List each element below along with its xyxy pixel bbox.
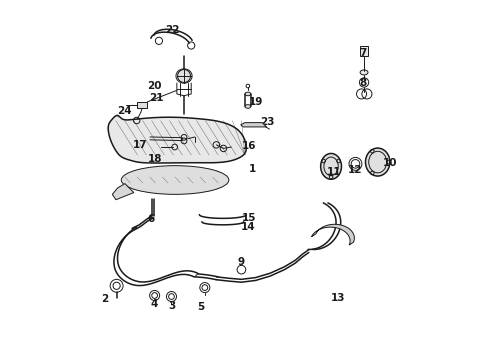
FancyBboxPatch shape bbox=[137, 102, 147, 108]
Text: 12: 12 bbox=[348, 165, 363, 175]
Text: 22: 22 bbox=[165, 25, 180, 35]
Ellipse shape bbox=[320, 153, 342, 179]
Polygon shape bbox=[112, 184, 134, 200]
Text: 9: 9 bbox=[237, 257, 244, 267]
FancyBboxPatch shape bbox=[361, 46, 368, 56]
Text: 19: 19 bbox=[248, 97, 263, 107]
Text: 13: 13 bbox=[331, 293, 345, 303]
Text: 3: 3 bbox=[168, 301, 175, 311]
Text: 2: 2 bbox=[101, 294, 108, 304]
Text: 15: 15 bbox=[242, 213, 256, 222]
Text: 24: 24 bbox=[118, 106, 132, 116]
Text: 18: 18 bbox=[147, 154, 162, 164]
Text: 23: 23 bbox=[260, 117, 274, 127]
Text: 20: 20 bbox=[147, 81, 162, 91]
Text: 14: 14 bbox=[241, 222, 256, 232]
Text: 16: 16 bbox=[242, 141, 256, 151]
Text: 8: 8 bbox=[360, 78, 367, 88]
Text: 10: 10 bbox=[383, 158, 397, 168]
Text: 11: 11 bbox=[327, 167, 341, 177]
Text: 1: 1 bbox=[248, 164, 256, 174]
Ellipse shape bbox=[360, 70, 368, 75]
Polygon shape bbox=[312, 224, 354, 245]
Text: 6: 6 bbox=[147, 215, 155, 224]
Polygon shape bbox=[108, 116, 246, 163]
Text: 17: 17 bbox=[133, 140, 147, 150]
Polygon shape bbox=[241, 123, 267, 127]
Ellipse shape bbox=[245, 92, 251, 96]
Text: 21: 21 bbox=[149, 93, 163, 103]
Text: 7: 7 bbox=[360, 48, 367, 58]
Text: 4: 4 bbox=[151, 299, 158, 309]
Ellipse shape bbox=[122, 166, 229, 194]
Ellipse shape bbox=[245, 105, 251, 108]
Text: 5: 5 bbox=[197, 302, 205, 312]
Ellipse shape bbox=[176, 69, 192, 83]
Ellipse shape bbox=[366, 148, 390, 176]
